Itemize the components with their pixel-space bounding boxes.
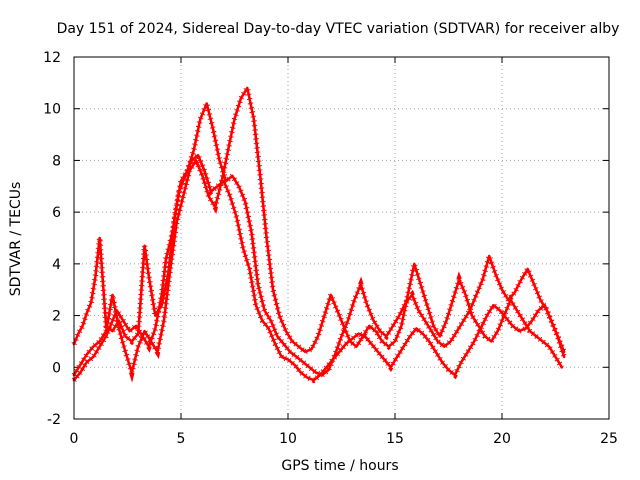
y-tick-label: 0 (52, 360, 61, 376)
x-tick-label: 5 (177, 431, 186, 447)
y-tick-label: 10 (43, 102, 61, 118)
y-tick-label: -2 (47, 412, 61, 428)
x-tick-label: 15 (386, 431, 404, 447)
x-tick-label: 10 (279, 431, 297, 447)
y-tick-label: 4 (52, 257, 61, 273)
y-axis-label: SDTVAR / TECUs (8, 182, 24, 297)
trace-3-markers (71, 80, 565, 383)
y-tick-label: 8 (52, 153, 61, 169)
y-tick-label: 12 (43, 50, 61, 66)
grid-lines (74, 57, 609, 419)
trace-3-line (72, 86, 564, 377)
plot-frame (73, 56, 610, 420)
trace-1-markers (71, 150, 567, 384)
y-tick-label: 2 (52, 309, 61, 325)
data-series (71, 80, 567, 384)
axis-ticks (73, 56, 610, 420)
tick-labels: 0 5 10 15 20 25 -2 0 2 4 6 8 10 12 (43, 50, 618, 447)
x-tick-label: 25 (600, 431, 618, 447)
x-axis-label: GPS time / hours (281, 458, 398, 474)
y-tick-label: 6 (52, 205, 61, 221)
trace-2-markers (71, 94, 567, 379)
x-tick-label: 0 (70, 431, 79, 447)
chart-title: Day 151 of 2024, Sidereal Day-to-day VTE… (57, 21, 620, 37)
x-tick-label: 20 (493, 431, 511, 447)
